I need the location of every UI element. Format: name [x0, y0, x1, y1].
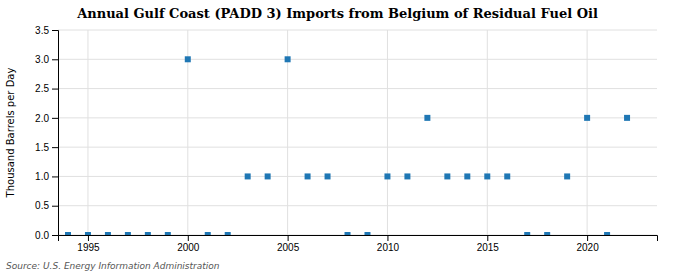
- x-tick: 1995: [77, 235, 100, 253]
- grid-line-x: [87, 30, 88, 235]
- point: [504, 173, 510, 179]
- point: [444, 173, 450, 179]
- x-tick: 2015: [477, 235, 500, 253]
- grid-line-y: [58, 117, 657, 118]
- point: [424, 115, 430, 121]
- point: [384, 173, 390, 179]
- y-tick-mark: [52, 206, 58, 207]
- grid-line-y: [58, 30, 657, 31]
- x-tick-label: 2020: [576, 242, 599, 253]
- point: [285, 56, 291, 62]
- y-tick-mark: [52, 89, 58, 90]
- point: [404, 173, 410, 179]
- point: [205, 232, 211, 235]
- point: [364, 232, 370, 235]
- point: [584, 115, 590, 121]
- point: [185, 56, 191, 62]
- y-tick-mark: [52, 147, 58, 148]
- y-tick-mark: [52, 235, 58, 236]
- y-tick-label: 3.0: [35, 54, 49, 65]
- x-axis-line: [59, 236, 658, 242]
- x-tick: 2005: [277, 235, 300, 253]
- x-tick: 2000: [177, 235, 200, 253]
- x-tick-label: 2000: [177, 242, 200, 253]
- point: [165, 232, 171, 235]
- y-tick-mark: [52, 176, 58, 177]
- y-axis-title: Thousand Barrels per Day: [5, 68, 16, 199]
- y-tick: 0.5: [35, 200, 58, 211]
- y-tick-label: 2.5: [35, 83, 49, 94]
- marks: [65, 56, 630, 235]
- grid-line-y: [58, 59, 657, 60]
- x-tick: 2020: [576, 235, 599, 253]
- point: [65, 232, 71, 235]
- y-tick-mark: [52, 30, 58, 31]
- chart: 1995 2000 2005 2010 2015 2020 0.0 0.5 1.0 1.5 2.0 2…: [0, 0, 675, 275]
- grid-line-x: [487, 30, 488, 235]
- point: [484, 173, 490, 179]
- x-tick-label: 2005: [277, 242, 300, 253]
- y-tick-label: 1.0: [35, 171, 49, 182]
- x-axis: 1995 2000 2005 2010 2015 2020: [59, 235, 658, 253]
- x-tick-label: 2015: [477, 242, 500, 253]
- y-tick: 2.5: [35, 83, 58, 94]
- y-tick: 2.0: [35, 113, 58, 124]
- point: [85, 232, 91, 235]
- point: [225, 232, 231, 235]
- x-tick-mark: [288, 235, 289, 241]
- y-tick-label: 0.5: [35, 200, 49, 211]
- grid: [58, 30, 657, 235]
- y-tick: 1.5: [35, 142, 58, 153]
- point: [345, 232, 351, 235]
- point: [624, 115, 630, 121]
- point: [265, 173, 271, 179]
- y-tick-mark: [52, 118, 58, 119]
- point: [145, 232, 151, 235]
- y-tick: 1.0: [35, 171, 58, 182]
- grid-line-x: [587, 30, 588, 235]
- point: [305, 173, 311, 179]
- x-tick: 2010: [377, 235, 400, 253]
- grid-line-y: [58, 88, 657, 89]
- title: Annual Gulf Coast (PADD 3) Imports from …: [76, 6, 598, 21]
- grid-line-y: [58, 147, 657, 148]
- y-tick: 0.0: [35, 230, 58, 241]
- grid-line-y: [58, 205, 657, 206]
- point: [564, 173, 570, 179]
- y-tick: 3.0: [35, 54, 58, 65]
- y-axis-line: [52, 31, 59, 236]
- x-tick-mark: [188, 235, 189, 241]
- point: [245, 173, 251, 179]
- x-tick-label: 2010: [377, 242, 400, 253]
- point: [125, 232, 131, 235]
- x-tick-mark: [88, 235, 89, 241]
- x-tick-mark: [587, 235, 588, 241]
- point: [604, 232, 610, 235]
- x-tick-label: 1995: [77, 242, 100, 253]
- y-tick-label: 2.0: [35, 113, 49, 124]
- point: [524, 232, 530, 235]
- y-tick-label: 1.5: [35, 142, 49, 153]
- y-tick-label: 0.0: [35, 230, 49, 241]
- point: [325, 173, 331, 179]
- source-note: Source: U.S. Energy Information Administ…: [6, 261, 220, 271]
- y-axis: 0.0 0.5 1.0 1.5 2.0 2.5 3.0 3.5: [35, 25, 58, 241]
- point: [105, 232, 111, 235]
- grid-line-x: [387, 30, 388, 235]
- y-tick: 3.5: [35, 25, 58, 36]
- x-tick-mark: [487, 235, 488, 241]
- x-tick-mark: [387, 235, 388, 241]
- y-tick-mark: [52, 59, 58, 60]
- point: [544, 232, 550, 235]
- y-tick-label: 3.5: [35, 25, 49, 36]
- plot-area: 1995 2000 2005 2010 2015 2020 0.0 0.5 1.0 1.5 2.0 2…: [35, 25, 657, 253]
- point: [464, 173, 470, 179]
